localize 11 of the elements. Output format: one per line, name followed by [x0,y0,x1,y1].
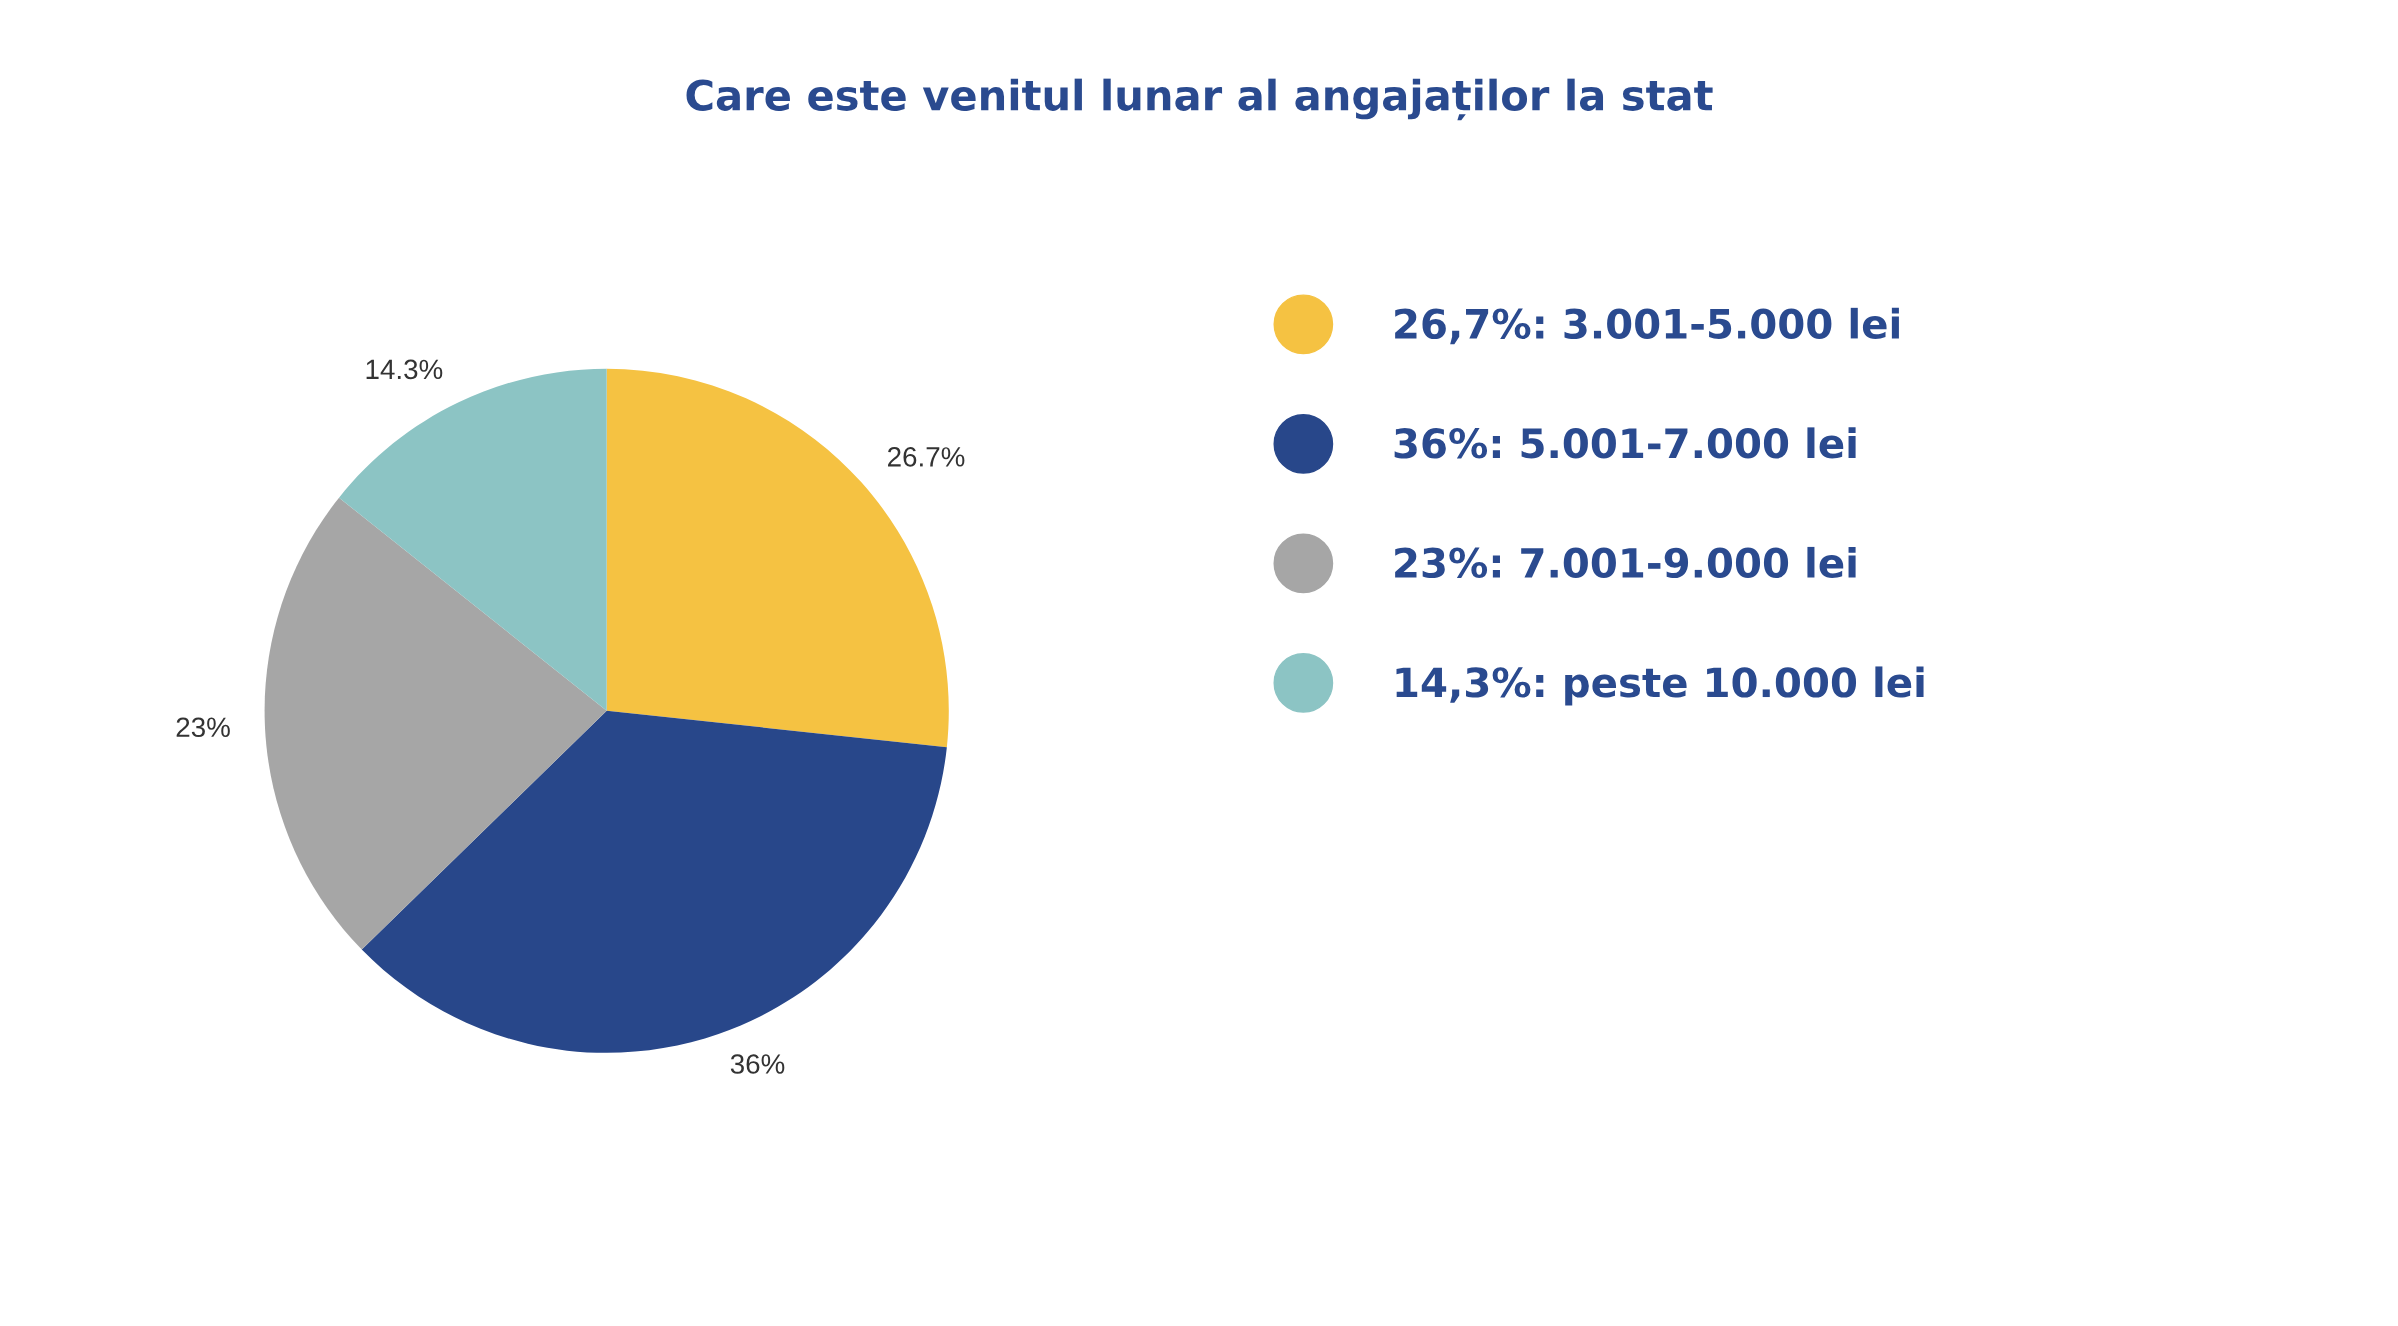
pie-slice [264,497,607,950]
data-label: 23% [176,717,230,738]
legend-label: 26,7%: 3.001-5.000 lei [1395,307,1899,345]
data-label: 26.7% [888,447,965,467]
pie-slice [361,710,947,1053]
data-label: 14.3% [366,359,443,380]
chart-title: Care este venitul lunar al angajaților la stat [686,78,1713,121]
data-label: 36% [730,1054,785,1074]
legend-label: 23%: 7.001-9.000 lei [1395,546,1856,579]
legend-label: 14,3%: peste 10.000 lei [1396,666,1924,706]
legend-label: 36%: 5.001-7.000 lei [1394,427,1856,459]
